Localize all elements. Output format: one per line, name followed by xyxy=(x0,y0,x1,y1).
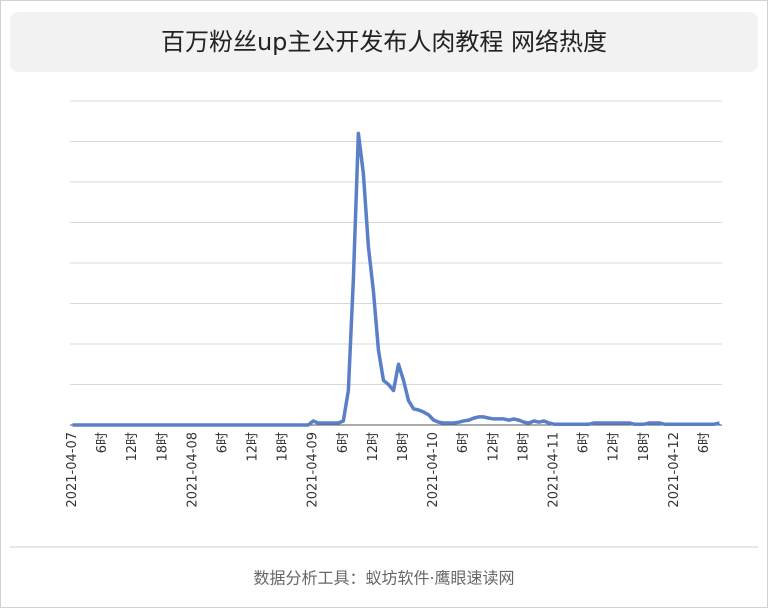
x-tick-label: 2021-04-10 xyxy=(426,432,441,508)
x-tick-label: 12时 xyxy=(366,432,381,462)
x-tick-label: 6时 xyxy=(95,432,110,453)
x-tick-label: 2021-04-08 xyxy=(185,432,200,508)
x-tick-label: 6时 xyxy=(215,432,230,453)
x-tick-label: 12时 xyxy=(246,432,261,462)
x-tick-label: 6时 xyxy=(456,432,471,453)
x-tick-label: 6时 xyxy=(336,432,351,453)
x-tick-label: 12时 xyxy=(607,432,622,462)
x-tick-label: 12时 xyxy=(486,432,501,462)
x-tick-label: 18时 xyxy=(276,432,291,462)
x-tick-label: 18时 xyxy=(516,432,531,462)
x-tick-label: 6时 xyxy=(577,432,592,453)
x-tick-label: 18时 xyxy=(155,432,170,462)
line xyxy=(72,131,720,427)
x-tick-label: 18时 xyxy=(396,432,411,462)
x-tick-label: 2021-04-07 xyxy=(65,432,80,508)
chart-title: 百万粉丝up主公开发布人肉教程 网络热度 xyxy=(161,28,607,56)
x-tick-label: 2021-04-11 xyxy=(546,432,561,508)
x-tick-label: 2021-04-09 xyxy=(306,432,321,508)
title-box xyxy=(10,12,758,72)
footer: 数据分析工具：蚁坊软件·鹰眼速读网 xyxy=(253,569,514,588)
x-tick-label: 18时 xyxy=(637,432,652,462)
x-tick-label: 2021-04-12 xyxy=(667,432,682,508)
x-tick-label: 12时 xyxy=(125,432,140,462)
x-tick-label: 6时 xyxy=(697,432,712,453)
